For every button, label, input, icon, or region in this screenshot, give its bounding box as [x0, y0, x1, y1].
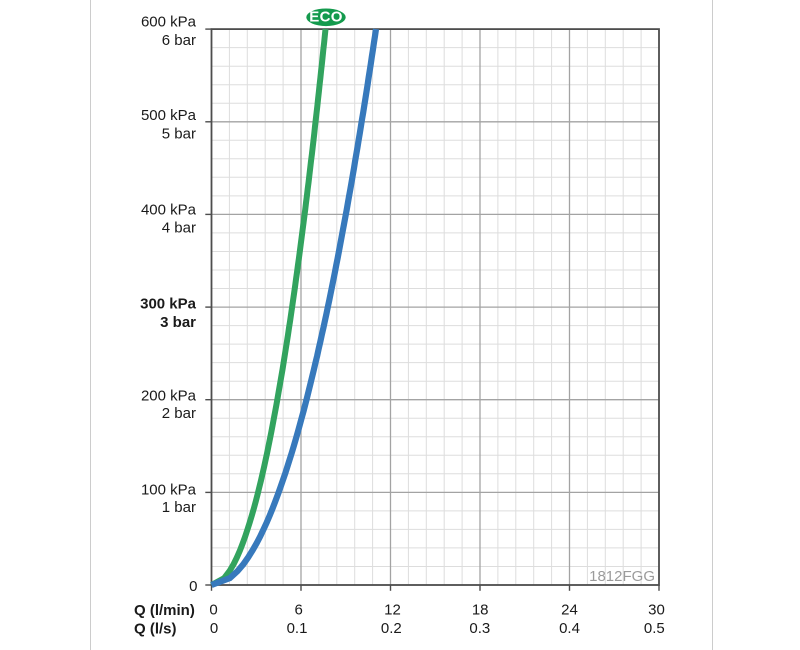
svg-text:0: 0 [209, 602, 217, 619]
svg-text:1812FGG: 1812FGG [589, 568, 655, 585]
svg-text:0.3: 0.3 [469, 620, 490, 637]
svg-text:0.4: 0.4 [559, 620, 580, 637]
svg-text:6 bar: 6 bar [162, 32, 196, 49]
svg-text:4 bar: 4 bar [162, 219, 196, 236]
svg-text:Q (l/min): Q (l/min) [134, 602, 195, 619]
svg-text:12: 12 [384, 602, 401, 619]
svg-text:18: 18 [472, 602, 489, 619]
svg-text:300 kPa: 300 kPa [140, 295, 197, 312]
svg-text:500 kPa: 500 kPa [141, 107, 197, 124]
svg-text:0.2: 0.2 [381, 620, 402, 637]
svg-text:0.5: 0.5 [644, 620, 665, 637]
svg-text:2 bar: 2 bar [162, 405, 196, 422]
svg-text:1 bar: 1 bar [162, 499, 196, 516]
svg-text:24: 24 [561, 602, 578, 619]
svg-text:ECO: ECO [309, 8, 342, 25]
svg-text:600 kPa: 600 kPa [141, 14, 197, 31]
svg-text:0.1: 0.1 [287, 620, 308, 637]
svg-text:400 kPa: 400 kPa [141, 201, 197, 218]
svg-text:6: 6 [295, 602, 303, 619]
svg-text:0: 0 [189, 578, 197, 595]
svg-text:Q (l/s): Q (l/s) [134, 621, 177, 638]
svg-text:100 kPa: 100 kPa [141, 481, 197, 498]
svg-text:30: 30 [648, 602, 665, 619]
svg-text:200 kPa: 200 kPa [141, 388, 197, 405]
svg-text:5 bar: 5 bar [162, 125, 196, 142]
svg-text:0: 0 [210, 620, 218, 637]
svg-text:3 bar: 3 bar [160, 314, 196, 331]
